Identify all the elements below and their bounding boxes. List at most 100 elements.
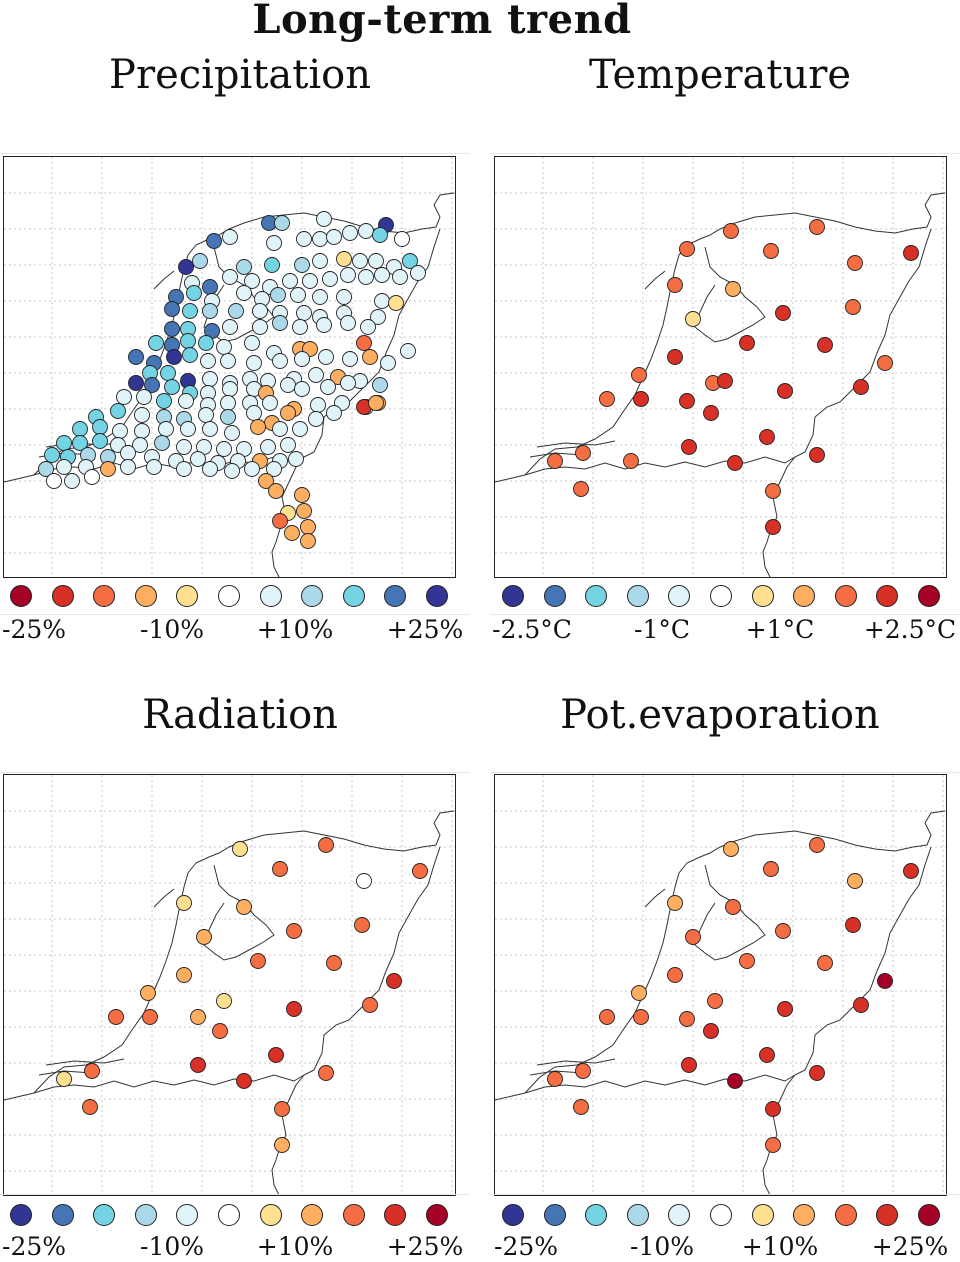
station-marker[interactable]: [739, 335, 755, 351]
station-marker[interactable]: [92, 433, 108, 449]
station-marker[interactable]: [727, 455, 743, 471]
station-marker[interactable]: [246, 405, 262, 421]
station-marker[interactable]: [326, 405, 342, 421]
station-marker[interactable]: [156, 393, 172, 409]
station-marker[interactable]: [296, 231, 312, 247]
station-marker[interactable]: [358, 223, 374, 239]
station-marker[interactable]: [777, 383, 793, 399]
station-marker[interactable]: [294, 487, 310, 503]
station-marker[interactable]: [847, 873, 863, 889]
station-marker[interactable]: [547, 1071, 563, 1087]
station-marker[interactable]: [140, 985, 156, 1001]
station-marker[interactable]: [308, 411, 324, 427]
station-marker[interactable]: [84, 1063, 100, 1079]
station-marker[interactable]: [775, 923, 791, 939]
station-marker[interactable]: [623, 453, 639, 469]
station-marker[interactable]: [220, 409, 236, 425]
station-marker[interactable]: [723, 223, 739, 239]
station-marker[interactable]: [342, 351, 358, 367]
station-marker[interactable]: [631, 367, 647, 383]
station-marker[interactable]: [268, 1047, 284, 1063]
station-marker[interactable]: [575, 445, 591, 461]
station-marker[interactable]: [765, 483, 781, 499]
station-marker[interactable]: [877, 973, 893, 989]
station-marker[interactable]: [272, 315, 288, 331]
station-marker[interactable]: [180, 421, 196, 437]
station-marker[interactable]: [294, 381, 310, 397]
station-marker[interactable]: [182, 347, 198, 363]
station-marker[interactable]: [260, 439, 276, 455]
station-marker[interactable]: [160, 365, 176, 381]
station-marker[interactable]: [164, 301, 180, 317]
map-evaporation[interactable]: [494, 774, 947, 1196]
station-marker[interactable]: [400, 343, 416, 359]
station-marker[interactable]: [316, 317, 332, 333]
station-marker[interactable]: [294, 351, 310, 367]
station-marker[interactable]: [202, 279, 218, 295]
station-marker[interactable]: [765, 1137, 781, 1153]
station-marker[interactable]: [817, 955, 833, 971]
station-marker[interactable]: [667, 967, 683, 983]
station-marker[interactable]: [765, 519, 781, 535]
station-marker[interactable]: [352, 253, 368, 269]
station-marker[interactable]: [809, 219, 825, 235]
station-marker[interactable]: [244, 335, 260, 351]
station-marker[interactable]: [244, 461, 260, 477]
station-marker[interactable]: [312, 289, 328, 305]
station-marker[interactable]: [144, 377, 160, 393]
station-marker[interactable]: [362, 997, 378, 1013]
station-marker[interactable]: [903, 245, 919, 261]
station-marker[interactable]: [599, 391, 615, 407]
station-marker[interactable]: [318, 349, 334, 365]
station-marker[interactable]: [318, 837, 334, 853]
station-marker[interactable]: [296, 503, 312, 519]
station-marker[interactable]: [56, 459, 72, 475]
station-marker[interactable]: [547, 453, 563, 469]
station-marker[interactable]: [272, 353, 288, 369]
station-marker[interactable]: [294, 257, 310, 273]
station-marker[interactable]: [817, 337, 833, 353]
station-marker[interactable]: [222, 269, 238, 285]
station-marker[interactable]: [236, 259, 252, 275]
station-marker[interactable]: [284, 525, 300, 541]
station-marker[interactable]: [222, 229, 238, 245]
station-marker[interactable]: [56, 435, 72, 451]
station-marker[interactable]: [296, 305, 312, 321]
station-marker[interactable]: [372, 377, 388, 393]
station-marker[interactable]: [286, 1001, 302, 1017]
station-marker[interactable]: [82, 1099, 98, 1115]
station-marker[interactable]: [154, 435, 170, 451]
station-marker[interactable]: [679, 1011, 695, 1027]
station-marker[interactable]: [190, 1009, 206, 1025]
station-marker[interactable]: [190, 451, 206, 467]
station-marker[interactable]: [667, 349, 683, 365]
station-marker[interactable]: [224, 425, 240, 441]
station-marker[interactable]: [410, 265, 426, 281]
station-marker[interactable]: [777, 1001, 793, 1017]
station-marker[interactable]: [703, 405, 719, 421]
station-marker[interactable]: [212, 1023, 228, 1039]
station-marker[interactable]: [216, 441, 232, 457]
station-marker[interactable]: [120, 445, 136, 461]
station-marker[interactable]: [723, 841, 739, 857]
station-marker[interactable]: [809, 837, 825, 853]
station-marker[interactable]: [220, 395, 236, 411]
station-marker[interactable]: [667, 895, 683, 911]
station-marker[interactable]: [216, 339, 232, 355]
station-marker[interactable]: [370, 309, 386, 325]
station-marker[interactable]: [84, 469, 100, 485]
station-marker[interactable]: [72, 435, 88, 451]
station-marker[interactable]: [274, 1137, 290, 1153]
station-marker[interactable]: [146, 459, 162, 475]
station-marker[interactable]: [222, 319, 238, 335]
station-marker[interactable]: [56, 1071, 72, 1087]
station-marker[interactable]: [178, 259, 194, 275]
station-marker[interactable]: [356, 335, 372, 351]
station-marker[interactable]: [232, 841, 248, 857]
station-marker[interactable]: [903, 863, 919, 879]
station-marker[interactable]: [322, 271, 338, 287]
station-marker[interactable]: [679, 241, 695, 257]
station-marker[interactable]: [765, 1101, 781, 1117]
station-marker[interactable]: [272, 421, 288, 437]
station-marker[interactable]: [274, 1101, 290, 1117]
